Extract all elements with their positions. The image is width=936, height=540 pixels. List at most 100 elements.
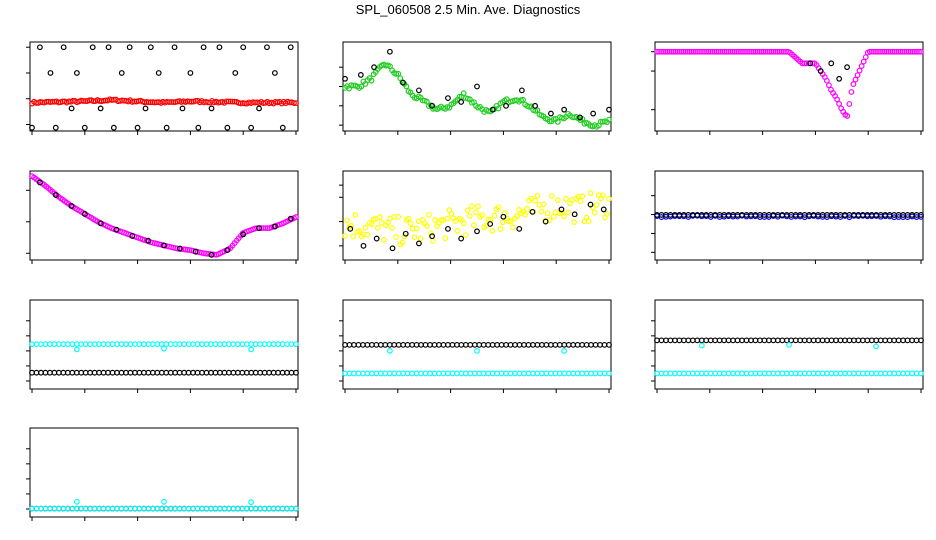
data-point: [500, 213, 507, 220]
data-point: [256, 105, 262, 112]
data-point: [918, 213, 924, 220]
data-point: [407, 220, 414, 227]
data-point: [47, 70, 54, 76]
data-point: [376, 214, 383, 221]
data-point: [52, 124, 59, 131]
data-point: [456, 93, 463, 100]
data-point: [142, 105, 149, 112]
data-point: [374, 224, 381, 231]
chart-panel: [339, 170, 612, 264]
data-point: [432, 217, 438, 223]
data-point: [565, 209, 571, 216]
data-point: [271, 223, 278, 230]
data-point: [491, 212, 498, 219]
data-point: [110, 124, 117, 131]
data-point: [571, 211, 578, 218]
data-point: [264, 44, 270, 51]
plot-frame: [342, 170, 612, 261]
data-point: [807, 60, 814, 67]
data-point: [200, 44, 207, 51]
data-point: [532, 197, 539, 204]
data-point: [501, 210, 508, 217]
data-point: [248, 346, 255, 353]
data-point: [918, 212, 924, 218]
data-point: [554, 197, 561, 203]
data-point: [155, 70, 162, 76]
data-point: [171, 44, 178, 51]
data-point: [73, 346, 80, 353]
data-point: [413, 225, 420, 232]
data-point: [423, 223, 430, 229]
data-point: [606, 106, 612, 113]
data-point: [852, 76, 859, 83]
data-point: [558, 206, 565, 213]
data-point: [403, 83, 410, 90]
data-point: [462, 232, 469, 239]
data-point: [411, 234, 418, 241]
data-point: [29, 124, 35, 131]
data-point: [293, 100, 299, 107]
data-point: [858, 63, 865, 70]
data-point: [368, 77, 375, 84]
data-point: [293, 369, 299, 376]
data-point: [208, 251, 215, 258]
data-point: [836, 100, 843, 107]
data-point: [503, 102, 509, 109]
data-point: [60, 44, 67, 51]
data-point: [495, 204, 502, 211]
chart-panel: [651, 299, 924, 393]
data-point: [438, 217, 445, 224]
data-point: [516, 225, 523, 232]
data-point: [509, 224, 516, 231]
data-point: [548, 192, 555, 199]
data-point: [600, 206, 607, 213]
data-point: [468, 203, 475, 210]
data-point: [916, 48, 922, 55]
data-point: [544, 210, 551, 217]
data-point: [105, 44, 112, 51]
data-point: [445, 95, 451, 101]
data-point: [495, 105, 502, 112]
data-point: [368, 221, 375, 228]
data-point: [518, 87, 525, 94]
data-point: [538, 208, 545, 215]
data-point: [554, 119, 561, 125]
data-point: [489, 106, 496, 113]
data-point: [395, 213, 402, 220]
data-point: [786, 341, 792, 348]
data-point: [134, 124, 141, 131]
data-point: [458, 99, 465, 105]
data-point: [561, 347, 568, 354]
data-point: [342, 233, 348, 239]
data-point: [429, 102, 436, 109]
data-point: [848, 89, 855, 95]
data-point: [364, 231, 371, 238]
data-point: [844, 64, 850, 71]
data-point: [287, 44, 294, 51]
data-point: [378, 220, 385, 226]
data-point: [918, 337, 924, 344]
data-point: [850, 81, 857, 87]
data-point: [599, 192, 606, 199]
data-point: [823, 77, 830, 84]
data-point: [405, 215, 412, 222]
data-point: [606, 370, 612, 377]
data-point: [534, 107, 541, 114]
data-point: [834, 96, 840, 103]
data-point: [256, 225, 262, 231]
data-point: [452, 218, 459, 225]
data-point: [97, 220, 104, 227]
data-point: [68, 105, 75, 112]
chart-panel: [26, 299, 299, 393]
data-point: [563, 195, 569, 202]
data-point: [187, 70, 194, 76]
data-point: [371, 64, 377, 71]
data-point: [216, 44, 223, 51]
data-point: [828, 60, 835, 67]
data-point: [357, 72, 364, 78]
data-point: [240, 231, 247, 238]
data-point: [380, 236, 387, 243]
data-point: [179, 105, 186, 112]
data-point: [129, 233, 136, 239]
data-point: [145, 237, 152, 244]
